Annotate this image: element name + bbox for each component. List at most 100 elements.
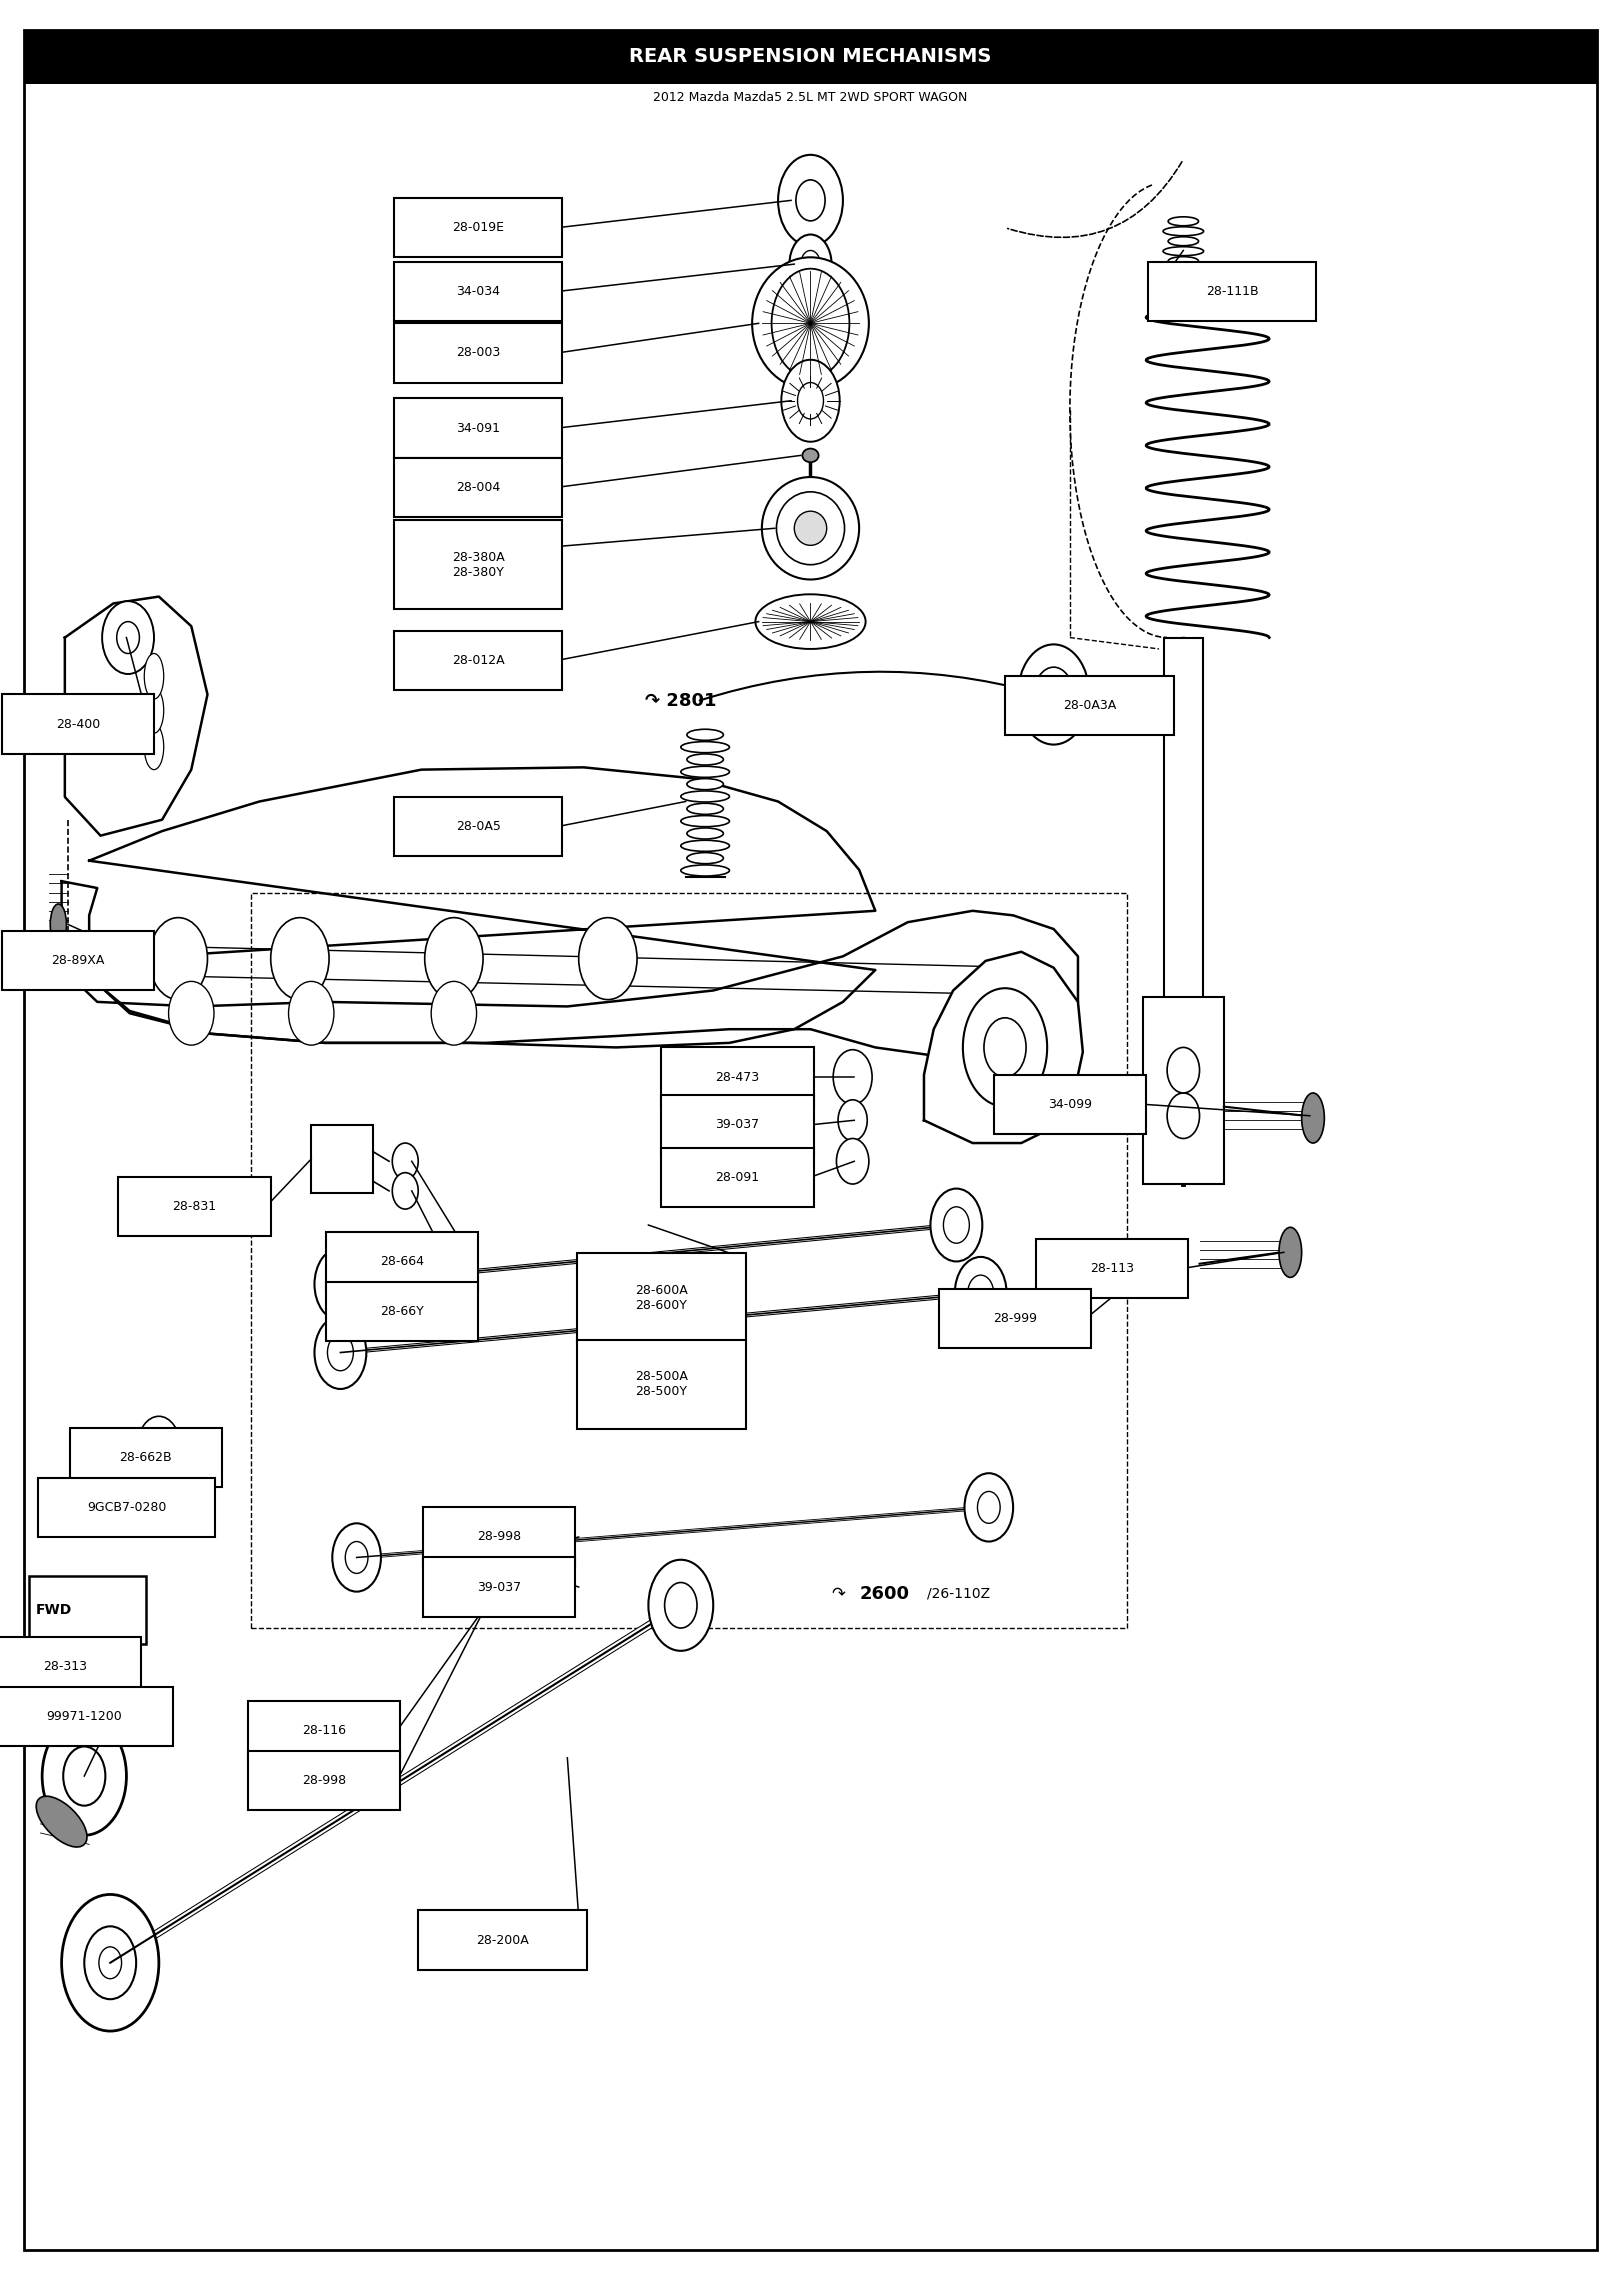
Circle shape — [984, 1018, 1026, 1077]
Ellipse shape — [681, 815, 729, 827]
Circle shape — [968, 1275, 994, 1312]
Ellipse shape — [687, 829, 723, 838]
Text: /26-110Z: /26-110Z — [927, 1587, 990, 1601]
Text: 28-113: 28-113 — [1089, 1261, 1135, 1275]
Ellipse shape — [1162, 246, 1203, 255]
FancyBboxPatch shape — [394, 198, 562, 257]
Circle shape — [332, 1523, 381, 1592]
Circle shape — [149, 918, 207, 1000]
Text: REAR SUSPENSION MECHANISMS: REAR SUSPENSION MECHANISMS — [629, 48, 992, 66]
Circle shape — [778, 155, 843, 246]
Ellipse shape — [802, 449, 819, 462]
FancyBboxPatch shape — [1036, 1239, 1188, 1298]
Ellipse shape — [681, 767, 729, 776]
Text: 28-662B: 28-662B — [120, 1450, 172, 1464]
Ellipse shape — [687, 754, 723, 765]
FancyBboxPatch shape — [394, 797, 562, 856]
Text: 99971-1200: 99971-1200 — [47, 1710, 122, 1724]
Ellipse shape — [50, 904, 66, 945]
FancyBboxPatch shape — [423, 1557, 575, 1617]
FancyBboxPatch shape — [0, 1637, 141, 1696]
Circle shape — [1127, 1248, 1159, 1293]
Text: 28-500A
28-500Y: 28-500A 28-500Y — [635, 1371, 687, 1398]
Text: 34-099: 34-099 — [1047, 1098, 1093, 1111]
Circle shape — [955, 1257, 1007, 1330]
FancyBboxPatch shape — [394, 323, 562, 383]
Circle shape — [84, 1466, 110, 1503]
Circle shape — [648, 1560, 713, 1651]
Circle shape — [71, 1448, 123, 1521]
Bar — [29, 1576, 146, 1644]
Ellipse shape — [1169, 237, 1198, 246]
Ellipse shape — [687, 779, 723, 790]
FancyBboxPatch shape — [394, 262, 562, 321]
Circle shape — [943, 1207, 969, 1243]
FancyBboxPatch shape — [423, 1507, 575, 1567]
FancyBboxPatch shape — [418, 1910, 587, 1970]
Circle shape — [772, 269, 849, 378]
Text: 2012 Mazda Mazda5 2.5L MT 2WD SPORT WAGON: 2012 Mazda Mazda5 2.5L MT 2WD SPORT WAGO… — [653, 91, 968, 105]
Ellipse shape — [1302, 1093, 1324, 1143]
FancyBboxPatch shape — [939, 1289, 1091, 1348]
Text: 28-004: 28-004 — [456, 480, 501, 494]
Circle shape — [117, 622, 139, 653]
Ellipse shape — [1169, 216, 1198, 225]
Ellipse shape — [687, 852, 723, 863]
Text: 28-998: 28-998 — [302, 1774, 347, 1787]
FancyBboxPatch shape — [37, 1478, 214, 1537]
FancyBboxPatch shape — [394, 398, 562, 458]
Text: 28-003: 28-003 — [456, 346, 501, 360]
FancyBboxPatch shape — [394, 458, 562, 517]
Ellipse shape — [752, 257, 869, 389]
Text: 28-400: 28-400 — [55, 717, 101, 731]
Bar — [311, 1125, 373, 1193]
Circle shape — [314, 1316, 366, 1389]
Circle shape — [964, 1473, 1013, 1542]
Circle shape — [930, 1189, 982, 1261]
Text: 28-116: 28-116 — [302, 1724, 347, 1737]
Circle shape — [1018, 644, 1089, 745]
Text: 28-600A
28-600Y: 28-600A 28-600Y — [635, 1284, 687, 1312]
Ellipse shape — [762, 476, 859, 578]
Ellipse shape — [1169, 257, 1198, 266]
Text: 28-66Y: 28-66Y — [381, 1305, 423, 1318]
Ellipse shape — [144, 653, 164, 699]
Text: 39-037: 39-037 — [715, 1118, 760, 1132]
FancyBboxPatch shape — [70, 1428, 222, 1487]
Circle shape — [798, 383, 823, 419]
Text: 28-89XA: 28-89XA — [52, 954, 104, 968]
Text: 2600: 2600 — [859, 1585, 909, 1603]
FancyBboxPatch shape — [661, 1148, 814, 1207]
Circle shape — [801, 250, 820, 278]
Circle shape — [833, 1050, 872, 1104]
Text: 28-313: 28-313 — [42, 1660, 88, 1674]
Circle shape — [327, 1266, 353, 1302]
Ellipse shape — [1169, 276, 1198, 285]
Circle shape — [838, 1100, 867, 1141]
Text: 28-999: 28-999 — [992, 1312, 1037, 1325]
Text: 34-034: 34-034 — [456, 285, 501, 298]
Text: 9GCB7-0280: 9GCB7-0280 — [88, 1501, 165, 1514]
Ellipse shape — [687, 729, 723, 740]
Circle shape — [836, 1138, 869, 1184]
Text: 28-0A5: 28-0A5 — [456, 820, 501, 833]
Text: 34-091: 34-091 — [456, 421, 501, 435]
Ellipse shape — [776, 492, 845, 565]
Bar — [1164, 638, 1203, 1002]
FancyBboxPatch shape — [118, 1177, 271, 1236]
Circle shape — [1167, 1093, 1200, 1138]
Ellipse shape — [687, 804, 723, 815]
Circle shape — [425, 918, 483, 1000]
Ellipse shape — [144, 688, 164, 733]
Bar — [24, 30, 1597, 84]
FancyBboxPatch shape — [326, 1282, 478, 1341]
Ellipse shape — [681, 790, 729, 802]
FancyBboxPatch shape — [577, 1252, 746, 1343]
Bar — [1143, 997, 1224, 1184]
Text: 28-012A: 28-012A — [452, 653, 504, 667]
Polygon shape — [65, 597, 207, 836]
FancyBboxPatch shape — [994, 1075, 1146, 1134]
Circle shape — [169, 981, 214, 1045]
Circle shape — [1167, 1047, 1200, 1093]
Text: 28-091: 28-091 — [715, 1170, 760, 1184]
